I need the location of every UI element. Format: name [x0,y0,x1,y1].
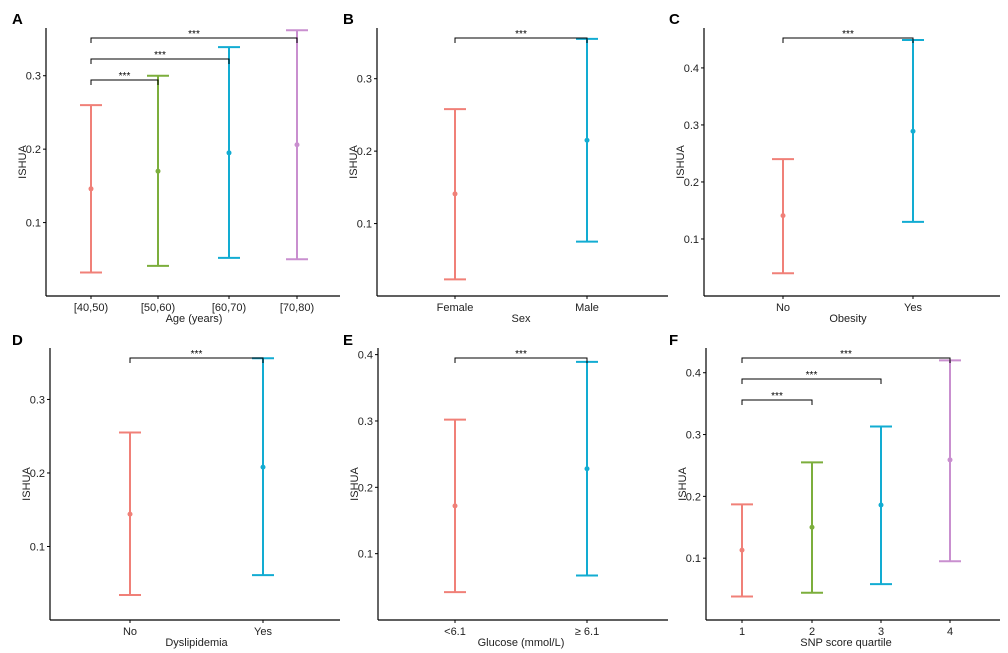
y-tick-label: 0.4 [358,350,373,362]
mean-point [260,464,266,470]
y-axis-title: ISHUA [677,467,689,501]
x-axis-title: SNP score quartile [800,637,892,649]
panel-label: C [669,11,680,28]
x-tick-label: [70,80) [280,302,314,314]
mean-point [294,142,300,148]
y-axis-title: ISHUA [348,145,360,179]
y-tick-label: 0.4 [684,63,699,75]
x-tick-label: 3 [878,626,884,638]
x-tick-label: 1 [739,626,745,638]
mean-point [226,150,232,156]
significance-bracket [129,357,264,363]
panel-label: E [343,332,353,349]
panel-label: F [669,332,678,349]
x-tick-label: ≥ 6.1 [575,626,599,638]
y-tick-label: 0.2 [26,144,41,156]
significance-label: *** [842,29,854,40]
mean-point [947,457,953,463]
mean-point [809,524,815,530]
x-tick-label: 2 [809,626,815,638]
y-tick-label: 0.4 [686,368,701,380]
significance-bracket [454,37,588,43]
x-tick-label: Male [575,302,599,314]
significance-label: *** [188,29,200,40]
y-tick-label: 0.2 [358,482,373,494]
x-axis-title: Obesity [829,313,867,325]
y-tick-label: 0.3 [686,430,701,442]
mean-point [452,503,458,509]
mean-point [780,213,786,219]
y-tick-label: 0.1 [26,218,41,230]
y-tick-label: 0.1 [30,541,45,553]
mean-point [910,128,916,134]
panel-label: B [343,11,354,28]
significance-label: *** [840,349,852,360]
x-tick-label: No [776,302,790,314]
significance-label: *** [119,71,131,82]
significance-label: *** [154,50,166,61]
panel-c: C 0.1 0.2 0.3 0.4 ISHUA No Yes Obesity *** [669,11,1000,325]
mean-point [88,186,94,192]
y-tick-label: 0.3 [26,71,41,83]
y-tick-label: 0.1 [358,549,373,561]
x-tick-label: Female [437,302,474,314]
x-tick-label: [50,60) [141,302,175,314]
x-axis-title: Sex [512,313,531,325]
panel-b: B 0.1 0.2 0.3 ISHUA Female Male Sex *** [343,11,668,325]
significance-label: *** [191,349,203,360]
panel-a: A 0.1 0.2 0.3 ISHUA [40,50) [50,60) [60,70) [70,… [12,11,340,325]
mean-point [584,137,590,143]
y-axis-title: ISHUA [17,145,29,179]
x-tick-label: Yes [254,626,272,638]
y-tick-label: 0.1 [686,553,701,565]
significance-label: *** [806,370,818,381]
panel-label: D [12,332,23,349]
y-axis-title: ISHUA [349,467,361,501]
y-tick-label: 0.2 [684,177,699,189]
mean-point [584,466,590,472]
mean-point [155,168,161,174]
mean-point [878,502,884,508]
significance-bracket [741,399,813,405]
x-axis-title: Dyslipidemia [165,637,228,649]
significance-label: *** [771,391,783,402]
x-tick-label: [40,50) [74,302,108,314]
x-tick-label: <6.1 [444,626,466,638]
x-axis-title: Age (years) [166,313,223,325]
significance-bracket [90,79,159,85]
y-tick-label: 0.3 [357,74,372,86]
mean-point [452,191,458,197]
y-tick-label: 0.2 [357,146,372,158]
y-tick-label: 0.1 [684,234,699,246]
mean-point [739,547,745,553]
significance-bracket [741,357,951,363]
significance-bracket [741,378,882,384]
panel-e: E 0.1 0.2 0.3 0.4 ISHUA <6.1 ≥ 6.1 Glucose (mmol… [343,332,668,649]
y-axis-title: ISHUA [21,467,33,501]
panel-label: A [12,11,23,28]
x-tick-label: 4 [947,626,953,638]
y-tick-label: 0.3 [358,416,373,428]
mean-point [127,511,133,517]
significance-bracket [782,37,914,43]
significance-label: *** [515,29,527,40]
x-axis-title: Glucose (mmol/L) [478,637,565,649]
x-tick-label: No [123,626,137,638]
significance-bracket [90,37,298,43]
significance-label: *** [515,349,527,360]
y-tick-label: 0.1 [357,219,372,231]
y-tick-label: 0.2 [686,491,701,503]
panel-d: D 0.1 0.2 0.3 ISHUA No Yes Dyslipidemia *** [12,332,340,649]
panel-f: F 0.1 0.2 0.3 0.4 ISHUA 1 2 3 4 SNP score quartile… [669,332,1000,649]
x-tick-label: Yes [904,302,922,314]
y-axis-title: ISHUA [675,145,687,179]
y-tick-label: 0.3 [30,394,45,406]
y-tick-label: 0.2 [30,468,45,480]
significance-bracket [90,58,230,64]
x-tick-label: [60,70) [212,302,246,314]
significance-bracket [454,357,588,363]
y-tick-label: 0.3 [684,120,699,132]
